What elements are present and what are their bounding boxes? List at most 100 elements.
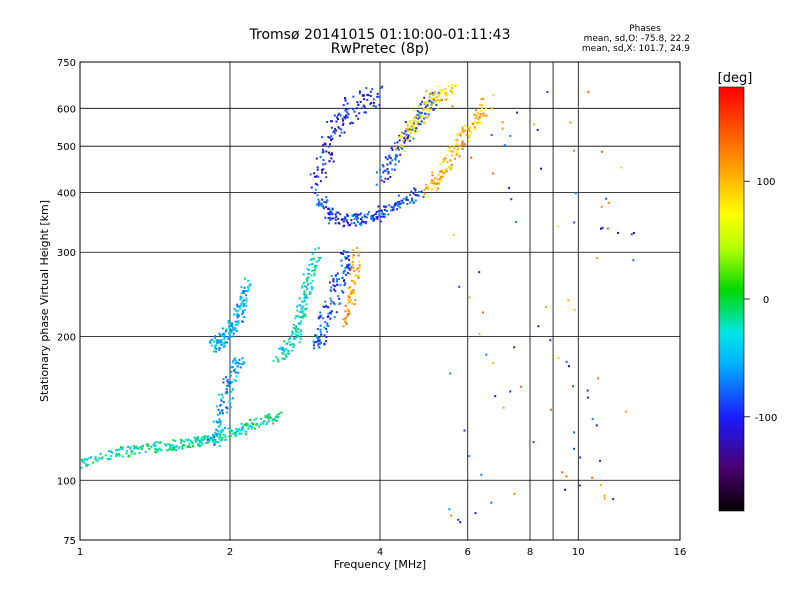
data-point [479,113,482,115]
data-point [230,330,233,333]
data-point [389,157,392,160]
data-point [405,199,408,202]
data-point [330,126,333,129]
x-axis-label: Frequency [MHz] [334,558,426,571]
data-point [386,168,389,171]
data-point [411,199,414,202]
data-point [393,142,396,145]
data-point [600,484,602,487]
data-point [406,122,409,125]
data-point [357,221,360,224]
data-point [221,428,224,431]
data-point [215,434,218,437]
data-point [294,333,297,336]
data-point [200,437,203,440]
data-point [369,103,372,106]
data-point [214,439,217,442]
data-point [430,100,433,103]
data-point [330,289,332,292]
data-point [230,406,233,409]
data-point [412,109,415,112]
data-point [234,359,237,362]
data-point [572,385,574,388]
data-point [334,222,337,225]
data-point [369,95,372,97]
data-point [359,218,362,221]
data-point [433,182,436,185]
data-point [450,163,453,166]
data-point [331,152,333,155]
data-point [213,346,216,349]
data-point [441,175,444,178]
data-point [394,148,397,150]
data-point [419,122,422,125]
data-point [436,178,439,181]
data-point [485,353,488,356]
data-point [117,453,120,455]
data-point [234,368,237,371]
data-point [292,346,295,349]
data-point [310,288,313,291]
data-point [122,455,125,458]
data-point [138,451,141,454]
data-point [226,385,228,387]
data-point [227,319,230,322]
data-point [418,191,421,193]
data-point [361,94,364,97]
data-point [238,362,240,365]
data-point [433,92,436,94]
data-point [407,134,410,137]
data-point [217,432,220,435]
data-point [224,438,227,441]
data-point [325,340,328,343]
data-point [283,357,286,360]
data-point [342,318,345,321]
data-point [363,94,365,97]
data-point [191,441,194,444]
data-point [309,291,312,294]
data-point [394,158,397,161]
data-point [336,116,339,119]
data-point [232,335,235,338]
data-point [421,110,424,113]
data-point [419,116,422,119]
data-point [240,427,243,430]
data-point [394,157,397,160]
data-point [253,418,256,421]
data-point [275,419,278,422]
data-point [405,197,408,200]
data-point [218,340,221,343]
data-point [237,322,240,324]
data-point [430,181,433,184]
data-point [220,409,223,412]
data-point [467,128,470,131]
data-point [195,437,198,440]
data-point [345,251,348,254]
data-point [159,448,162,451]
data-point [297,322,300,325]
data-point [220,338,223,341]
data-point [438,178,441,181]
data-point [474,117,477,120]
data-point [169,446,172,448]
data-point [412,123,415,126]
data-point [330,310,333,313]
data-point [446,161,449,163]
data-point [449,372,452,375]
data-point [319,257,321,259]
data-point [213,435,215,438]
data-point [360,107,363,110]
data-point [154,444,157,447]
data-point [415,120,418,123]
data-point [318,200,321,203]
data-point [307,272,310,275]
data-point [330,312,333,315]
data-point [321,169,323,171]
data-point [357,274,360,277]
data-point [348,258,350,261]
data-point [267,417,270,420]
data-point [347,254,350,257]
data-point [248,425,251,428]
data-point [213,443,216,446]
data-point [330,274,333,277]
